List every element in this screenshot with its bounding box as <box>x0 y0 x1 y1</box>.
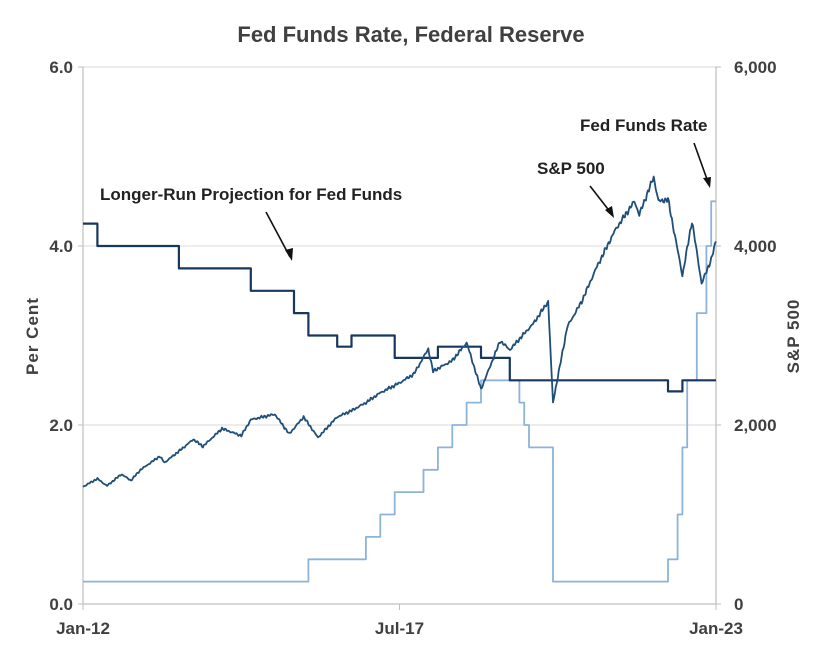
annotation-arrow-longrun <box>265 211 291 258</box>
annotation-sp500: S&P 500 <box>537 159 605 178</box>
annotation-arrowhead-sp500 <box>605 206 614 218</box>
left-tick-label: 6.0 <box>49 58 73 77</box>
series-line-longrun <box>83 222 716 393</box>
annotation-longrun: Longer-Run Projection for Fed Funds <box>100 185 402 204</box>
x-tick-label: Jan-23 <box>689 619 743 638</box>
chart-title: Fed Funds Rate, Federal Reserve <box>237 22 584 47</box>
annotation-arrowhead-longrun <box>285 248 293 261</box>
gridlines <box>83 66 716 426</box>
x-tick-label: Jul-17 <box>375 619 424 638</box>
annotation-arrow-sp500 <box>589 185 612 214</box>
x-axis-ticks: Jan-12 Jul-17 Jan-23 <box>56 604 743 638</box>
right-tick-label: 4,000 <box>734 237 777 256</box>
left-tick-label: 2.0 <box>49 416 73 435</box>
left-tick-label: 4.0 <box>49 237 73 256</box>
annotation-arrowhead-fedfunds <box>703 177 711 188</box>
series-line-sp500 <box>82 175 717 488</box>
right-axis-label: S&P 500 <box>784 299 803 374</box>
right-tick-label: 2,000 <box>734 416 777 435</box>
series-lines <box>82 175 717 583</box>
left-axis-ticks: 0.0 2.0 4.0 6.0 <box>49 58 83 614</box>
annotation-fedfunds: Fed Funds Rate <box>580 116 708 135</box>
annotations: Longer-Run Projection for Fed Funds S&P … <box>100 116 711 261</box>
left-tick-label: 0.0 <box>49 595 73 614</box>
axes <box>82 67 717 605</box>
right-tick-label: 0 <box>734 595 743 614</box>
x-tick-label: Jan-12 <box>56 619 110 638</box>
annotation-arrow-fedfunds <box>693 142 709 183</box>
left-axis-label: Per Cent <box>23 297 42 375</box>
right-axis-ticks: 0 2,000 4,000 6,000 <box>716 58 777 614</box>
right-tick-label: 6,000 <box>734 58 777 77</box>
